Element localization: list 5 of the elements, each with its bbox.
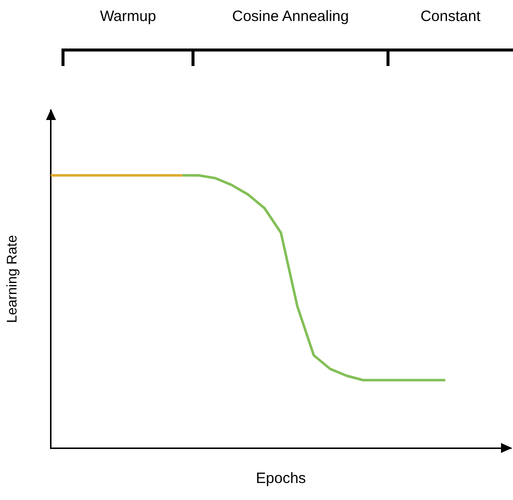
text: Cosine Annealing [231, 8, 350, 25]
x-axis-title: Epochs [256, 470, 306, 488]
text: Constant [419, 8, 482, 25]
text: Warmup [98, 8, 158, 25]
y-axis-title: Learning Rate [3, 234, 20, 323]
